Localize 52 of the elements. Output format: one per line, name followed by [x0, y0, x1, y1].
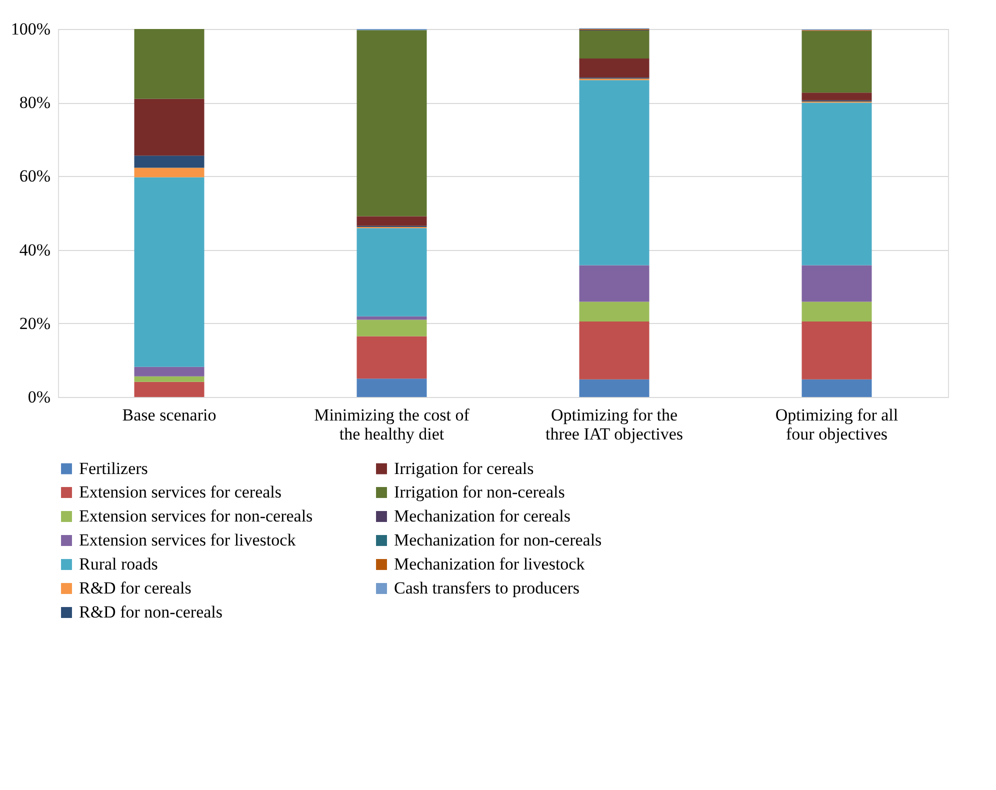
- legend-label: Extension services for cereals: [79, 482, 282, 502]
- bar: [134, 376, 204, 382]
- legend-label: Extension services for non-cereals: [79, 506, 313, 526]
- bar: [356, 378, 427, 397]
- bar: [579, 265, 650, 302]
- legend-label: Irrigation for cereals: [394, 458, 534, 478]
- bar: [579, 80, 650, 266]
- legend-label: Mechanization for livestock: [394, 554, 586, 574]
- y-tick-label: 60%: [19, 166, 50, 186]
- x-tick-label: Base scenario: [122, 406, 216, 424]
- bar: [579, 58, 650, 78]
- bar: [356, 316, 427, 320]
- bar: [802, 302, 872, 322]
- bar: [579, 322, 650, 380]
- legend-label: Cash transfers to producers: [394, 578, 580, 598]
- bar: [134, 29, 204, 99]
- legend-label: Extension services for livestock: [79, 530, 296, 550]
- y-tick-label: 40%: [19, 240, 50, 260]
- y-tick-label: 0%: [28, 388, 50, 406]
- legend-label: R&D for non-cereals: [79, 602, 223, 622]
- bar: [579, 302, 650, 322]
- y-tick-label: 20%: [19, 314, 50, 333]
- bar: [356, 336, 427, 379]
- bar: [802, 379, 872, 397]
- bar: [802, 322, 872, 380]
- legend-label: Fertilizers: [79, 458, 148, 478]
- bar: [356, 30, 427, 216]
- legend-label: R&D for cereals: [79, 578, 192, 598]
- bar: [134, 168, 204, 178]
- y-tick-label: 80%: [19, 93, 50, 112]
- bar: [134, 177, 204, 367]
- legend-label: Irrigation for non-cereals: [394, 482, 565, 502]
- legend-label: Mechanization for cereals: [394, 506, 571, 526]
- bar: [356, 320, 427, 336]
- bar: [579, 30, 650, 58]
- bar: [134, 382, 204, 397]
- x-tick-label: Optimizing for all four objectives: [775, 406, 898, 444]
- bar: [134, 98, 204, 156]
- bar: [579, 379, 650, 397]
- bar: [356, 228, 427, 316]
- y-tick-label: 100%: [10, 20, 50, 38]
- bar: [802, 102, 872, 266]
- bar: [134, 156, 204, 168]
- bar: [802, 30, 872, 93]
- legend-label: Rural roads: [79, 554, 158, 574]
- x-tick-label: Optimizing for the three IAT objectives: [545, 406, 684, 444]
- bar: [802, 92, 872, 100]
- bar: [356, 216, 427, 226]
- x-tick-label: Minimizing the cost of the healthy diet: [314, 406, 470, 444]
- legend-label: Mechanization for non-cereals: [394, 530, 602, 550]
- bar: [134, 366, 204, 376]
- bar: [802, 265, 872, 302]
